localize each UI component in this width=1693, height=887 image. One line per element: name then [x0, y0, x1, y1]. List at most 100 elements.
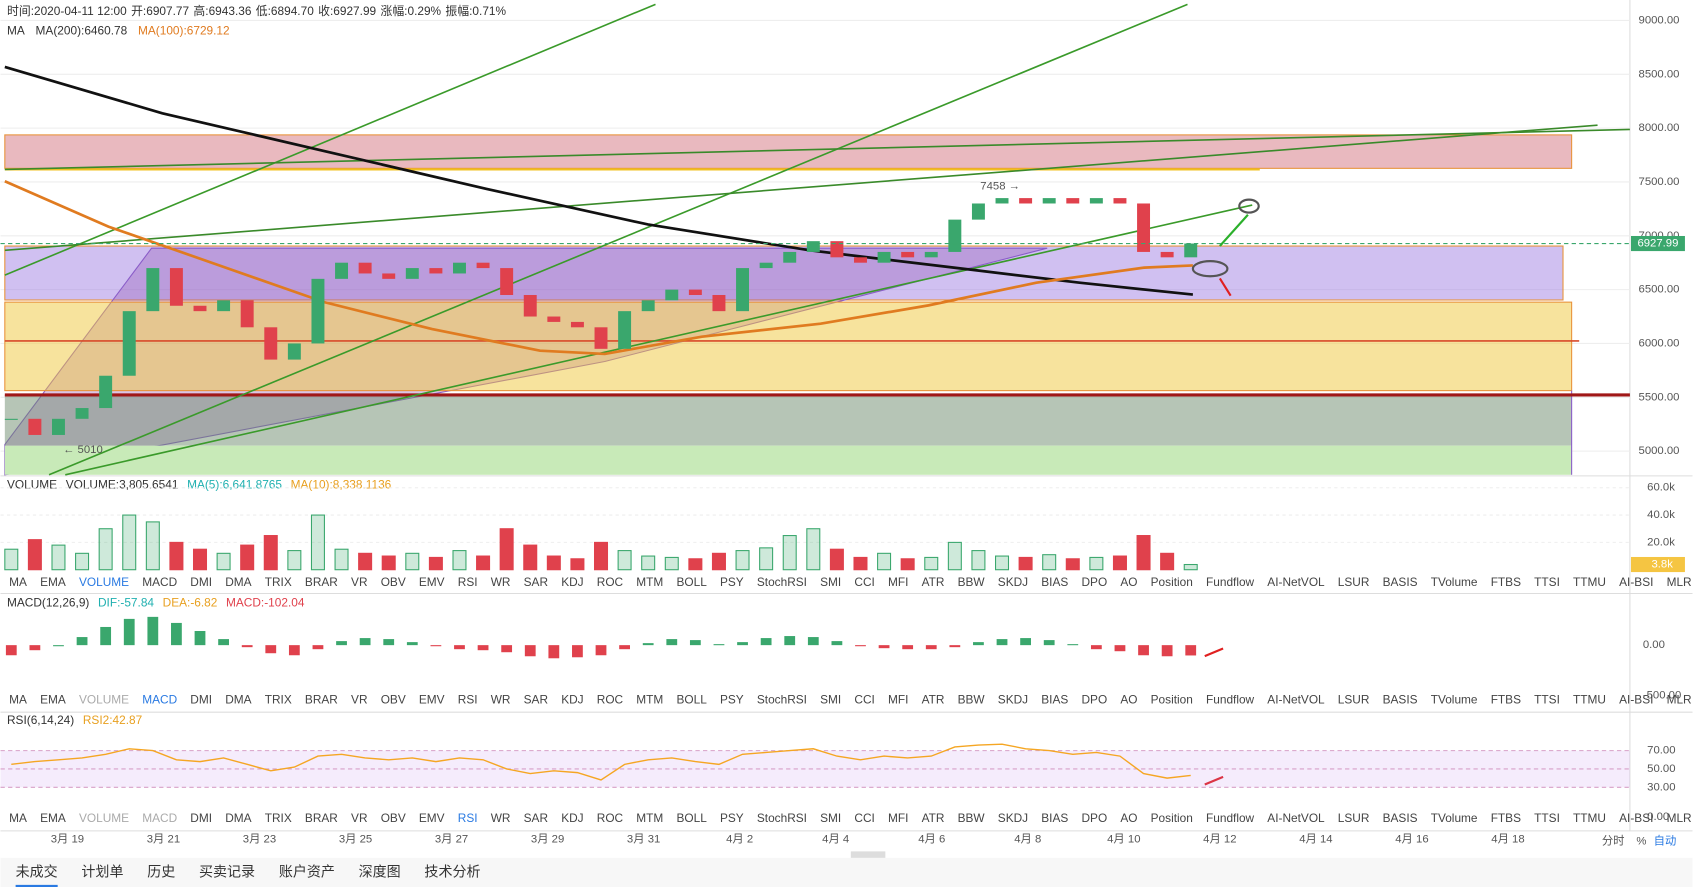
bottom-tab[interactable]: 计划单 [81, 864, 123, 880]
indicator-tab[interactable]: Fundflow [1206, 575, 1255, 589]
indicator-tab[interactable]: Position [1151, 692, 1193, 706]
indicator-tab[interactable]: LSUR [1338, 575, 1370, 589]
bottom-tab[interactable]: 未成交 [16, 864, 58, 880]
indicator-tab[interactable]: AI-NetVOL [1267, 692, 1325, 706]
indicator-tab[interactable]: TTSI [1534, 575, 1560, 589]
indicator-tab[interactable]: SAR [524, 811, 549, 825]
indicator-tab[interactable]: DMA [225, 575, 251, 589]
axis-control[interactable]: 自动 [1654, 835, 1677, 848]
indicator-tab[interactable]: SKDJ [998, 692, 1028, 706]
indicator-tab[interactable]: Fundflow [1206, 811, 1255, 825]
indicator-tab[interactable]: MFI [888, 692, 908, 706]
indicator-tab[interactable]: VR [351, 811, 368, 825]
indicator-tab[interactable]: StochRSI [757, 575, 807, 589]
indicator-tab[interactable]: TRIX [265, 692, 292, 706]
indicator-tab[interactable]: TTMU [1573, 575, 1606, 589]
indicator-tab[interactable]: BRAR [305, 811, 338, 825]
indicator-tab[interactable]: OBV [381, 692, 406, 706]
indicator-tab[interactable]: BASIS [1383, 575, 1418, 589]
indicator-tab[interactable]: TVolume [1431, 692, 1478, 706]
indicator-tab[interactable]: BBW [958, 692, 986, 706]
indicator-tab[interactable]: MFI [888, 811, 908, 825]
indicator-tab[interactable]: TTMU [1573, 692, 1606, 706]
indicator-tab[interactable]: RSI [458, 692, 478, 706]
indicator-tab[interactable]: CCI [854, 575, 874, 589]
indicator-tab[interactable]: MA [9, 575, 27, 589]
indicator-tab[interactable]: StochRSI [757, 692, 807, 706]
indicator-tab[interactable]: VR [351, 575, 368, 589]
indicator-tab[interactable]: BRAR [305, 692, 338, 706]
indicator-tab[interactable]: TTSI [1534, 692, 1560, 706]
indicator-tab[interactable]: AI-BSI [1619, 811, 1653, 825]
indicator-tab[interactable]: EMA [40, 692, 66, 706]
indicator-tab[interactable]: OBV [381, 575, 406, 589]
indicator-tab[interactable]: MA [9, 811, 27, 825]
indicator-tab[interactable]: BASIS [1383, 811, 1418, 825]
indicator-tab[interactable]: BOLL [676, 692, 707, 706]
indicator-tab[interactable]: MACD [142, 811, 177, 825]
indicator-tab[interactable]: KDJ [561, 811, 583, 825]
indicator-tab[interactable]: Fundflow [1206, 692, 1255, 706]
indicator-tab[interactable]: DPO [1081, 811, 1107, 825]
indicator-tab[interactable]: DMI [190, 575, 212, 589]
indicator-tab[interactable]: MA [9, 692, 27, 706]
indicator-tab[interactable]: WR [491, 811, 511, 825]
indicator-tab[interactable]: ROC [597, 692, 624, 706]
indicator-tab[interactable]: EMV [419, 692, 445, 706]
indicator-tab[interactable]: Position [1151, 575, 1193, 589]
indicator-tab[interactable]: AI-NetVOL [1267, 575, 1325, 589]
indicator-tab[interactable]: DMI [190, 811, 212, 825]
indicator-tab[interactable]: SKDJ [998, 575, 1028, 589]
indicator-tab[interactable]: ROC [597, 811, 624, 825]
indicator-tab[interactable]: ATR [922, 575, 945, 589]
indicator-tab[interactable]: PSY [720, 575, 744, 589]
indicator-tab[interactable]: DPO [1081, 692, 1107, 706]
indicator-tab[interactable]: LSUR [1338, 811, 1370, 825]
indicator-tab[interactable]: EMA [40, 575, 66, 589]
indicator-tab[interactable]: TVolume [1431, 811, 1478, 825]
indicator-tab[interactable]: KDJ [561, 575, 583, 589]
indicator-tab[interactable]: VOLUME [79, 575, 129, 589]
indicator-tab[interactable]: BIAS [1041, 811, 1068, 825]
indicator-tab[interactable]: ROC [597, 575, 624, 589]
indicator-tab[interactable]: FTBS [1491, 575, 1521, 589]
indicator-tab[interactable]: WR [491, 575, 511, 589]
indicator-tab[interactable]: FTBS [1491, 811, 1521, 825]
bottom-tab[interactable]: 技术分析 [424, 864, 480, 880]
indicator-tab[interactable]: PSY [720, 692, 744, 706]
indicator-tab[interactable]: AI-BSI [1619, 692, 1653, 706]
indicator-tab[interactable]: MTM [636, 811, 663, 825]
indicator-tab[interactable]: ATR [922, 692, 945, 706]
indicator-tab[interactable]: MACD [142, 575, 177, 589]
indicator-tab[interactable]: SMI [820, 692, 841, 706]
indicator-tab[interactable]: AI-BSI [1619, 575, 1653, 589]
indicator-tab[interactable]: BOLL [676, 811, 707, 825]
indicator-tab[interactable]: DMI [190, 692, 212, 706]
indicator-tab[interactable]: MLR [1667, 575, 1692, 589]
indicator-tab[interactable]: MFI [888, 575, 908, 589]
indicator-tab[interactable]: CCI [854, 811, 874, 825]
indicator-tab[interactable]: EMV [419, 811, 445, 825]
indicator-tab[interactable]: DPO [1081, 575, 1107, 589]
axis-control[interactable]: 分时 [1602, 835, 1625, 848]
indicator-tab[interactable]: DMA [225, 811, 251, 825]
indicator-tab[interactable]: SKDJ [998, 811, 1028, 825]
indicator-tab[interactable]: MTM [636, 575, 663, 589]
indicator-tab[interactable]: TTSI [1534, 811, 1560, 825]
indicator-tab[interactable]: MACD [142, 692, 177, 706]
indicator-tab[interactable]: SMI [820, 575, 841, 589]
indicator-tab[interactable]: AO [1120, 811, 1137, 825]
indicator-tab[interactable]: MLR [1667, 692, 1692, 706]
indicator-tab[interactable]: VR [351, 692, 368, 706]
indicator-tab[interactable]: Position [1151, 811, 1193, 825]
indicator-tab[interactable]: KDJ [561, 692, 583, 706]
indicator-tab[interactable]: BOLL [676, 575, 707, 589]
indicator-tab[interactable]: TRIX [265, 811, 292, 825]
indicator-tab[interactable]: MTM [636, 692, 663, 706]
indicator-tab[interactable]: SAR [524, 692, 549, 706]
indicator-tab[interactable]: LSUR [1338, 692, 1370, 706]
bottom-tab[interactable]: 历史 [147, 864, 175, 880]
indicator-tab[interactable]: AI-NetVOL [1267, 811, 1325, 825]
resize-handle[interactable] [850, 851, 886, 858]
indicator-tab[interactable]: TTMU [1573, 811, 1606, 825]
